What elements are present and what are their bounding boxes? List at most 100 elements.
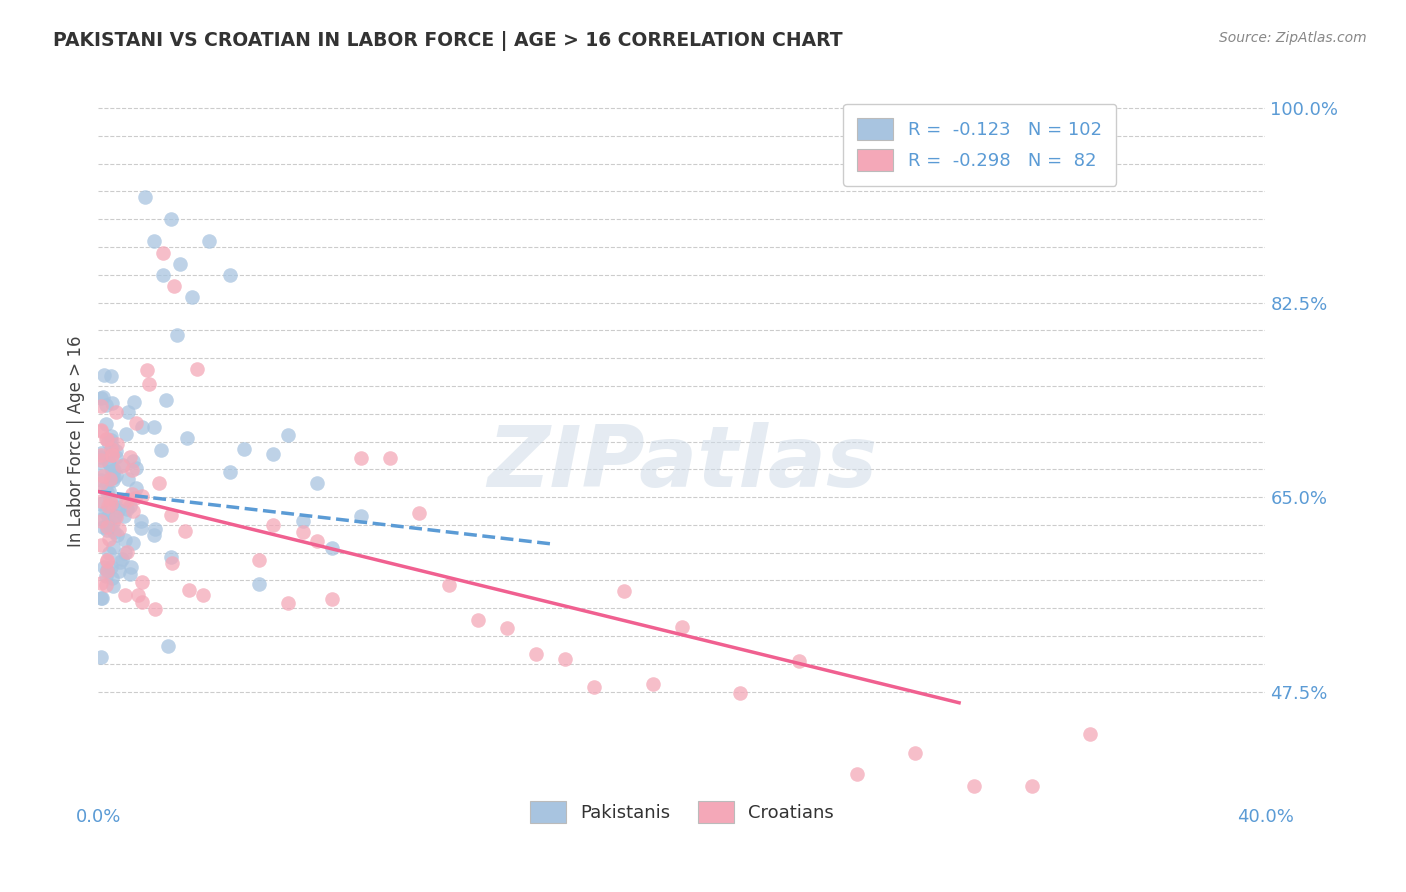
Point <box>97 435 120 450</box>
Point <box>98 492 121 507</box>
Point <box>114 533 136 547</box>
Point <box>134 190 156 204</box>
Point <box>100 497 122 511</box>
Point <box>108 555 131 569</box>
Point <box>233 442 256 456</box>
Point <box>96 485 118 500</box>
Point <box>131 514 153 528</box>
Point <box>160 550 183 565</box>
Point <box>152 245 174 260</box>
Point <box>96 432 118 446</box>
Point <box>124 491 146 505</box>
Point <box>90 423 112 437</box>
Point <box>112 458 135 472</box>
Point <box>846 767 869 781</box>
Point <box>131 489 153 503</box>
Point <box>103 524 125 539</box>
Point <box>98 519 121 533</box>
Point <box>104 509 127 524</box>
Point <box>101 440 124 454</box>
Point <box>110 458 132 473</box>
Point <box>96 518 118 533</box>
Text: PAKISTANI VS CROATIAN IN LABOR FORCE | AGE > 16 CORRELATION CHART: PAKISTANI VS CROATIAN IN LABOR FORCE | A… <box>53 31 844 51</box>
Point <box>98 483 121 498</box>
Point <box>307 533 329 548</box>
Point <box>155 392 177 407</box>
Y-axis label: In Labor Force | Age > 16: In Labor Force | Age > 16 <box>66 335 84 548</box>
Point <box>104 500 127 514</box>
Point <box>97 456 120 470</box>
Point <box>262 447 284 461</box>
Point <box>100 429 122 443</box>
Point <box>166 327 188 342</box>
Point <box>90 591 112 605</box>
Point <box>100 442 122 456</box>
Point <box>105 405 128 419</box>
Point <box>122 504 145 518</box>
Point <box>103 463 125 477</box>
Point <box>291 514 314 528</box>
Point <box>104 468 127 483</box>
Point <box>160 508 183 522</box>
Point <box>408 506 430 520</box>
Point <box>277 427 299 442</box>
Point <box>97 532 120 546</box>
Point <box>117 405 139 419</box>
Point <box>107 503 129 517</box>
Point <box>96 554 118 568</box>
Point <box>307 475 329 490</box>
Point <box>125 416 148 430</box>
Point <box>1080 727 1102 741</box>
Point <box>148 476 170 491</box>
Point <box>105 509 128 524</box>
Point <box>160 556 183 570</box>
Point <box>90 538 112 552</box>
Point <box>142 528 165 542</box>
Point <box>247 577 270 591</box>
Point <box>121 536 143 550</box>
Point <box>321 592 343 607</box>
Point <box>90 473 112 487</box>
Point <box>467 613 489 627</box>
Point <box>90 448 112 462</box>
Point <box>98 456 121 470</box>
Point <box>96 563 118 577</box>
Point <box>787 654 810 668</box>
Point <box>612 583 634 598</box>
Point <box>120 560 142 574</box>
Point <box>96 417 118 432</box>
Point <box>496 621 519 635</box>
Point <box>247 552 270 566</box>
Point <box>262 517 284 532</box>
Point <box>90 476 112 491</box>
Point <box>554 652 576 666</box>
Point <box>98 472 121 486</box>
Point <box>129 521 152 535</box>
Point <box>90 649 112 664</box>
Point <box>90 576 112 591</box>
Point <box>96 520 118 534</box>
Point <box>100 433 122 447</box>
Point <box>107 437 129 451</box>
Point <box>90 450 112 465</box>
Point <box>163 279 186 293</box>
Point <box>96 553 118 567</box>
Point <box>103 469 125 483</box>
Point <box>350 508 373 523</box>
Point <box>118 567 141 582</box>
Point <box>321 541 343 556</box>
Point <box>160 212 183 227</box>
Point <box>93 559 115 574</box>
Point <box>96 432 118 446</box>
Point <box>103 540 125 554</box>
Point <box>671 620 693 634</box>
Point <box>98 546 121 560</box>
Point <box>138 376 160 391</box>
Point <box>97 500 120 514</box>
Point <box>118 450 141 464</box>
Point <box>143 602 166 616</box>
Point <box>115 427 138 442</box>
Point <box>114 494 136 508</box>
Point <box>101 465 124 479</box>
Point <box>186 362 208 376</box>
